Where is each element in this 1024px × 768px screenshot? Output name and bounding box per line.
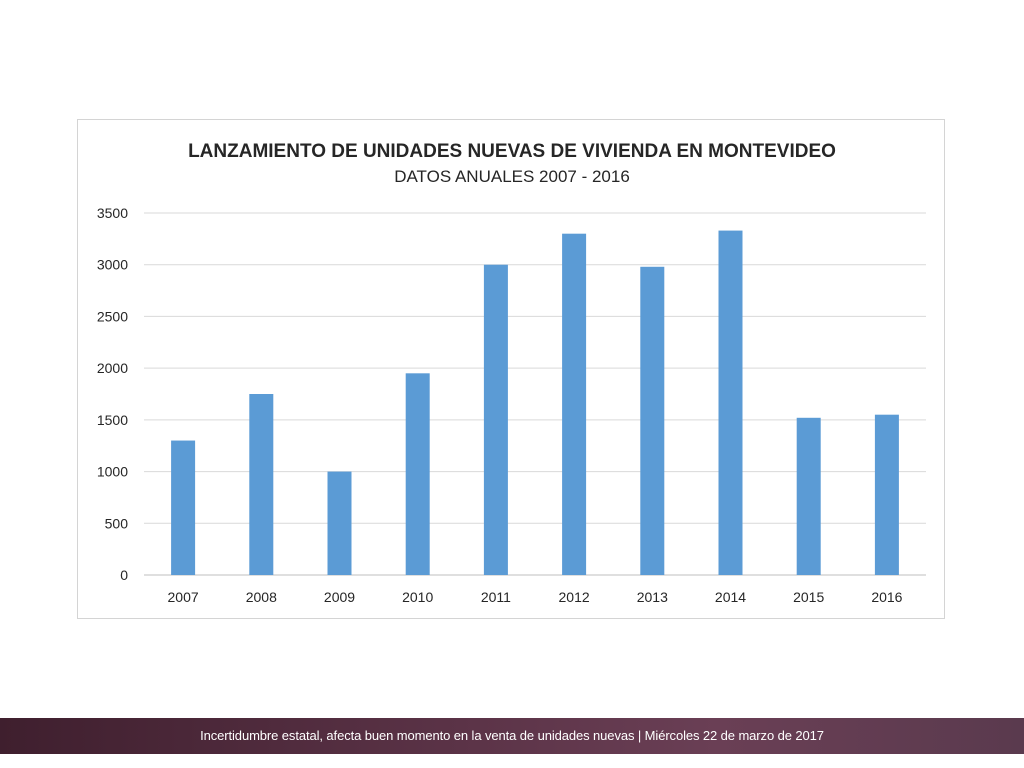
chart-frame: LANZAMIENTO DE UNIDADES NUEVAS DE VIVIEN… bbox=[77, 119, 945, 619]
x-tick-label: 2014 bbox=[715, 589, 746, 605]
x-tick-label: 2009 bbox=[324, 589, 355, 605]
bar-2012 bbox=[562, 233, 587, 575]
gridlines bbox=[144, 212, 926, 576]
bar-2015 bbox=[796, 417, 821, 575]
bar-2007 bbox=[171, 440, 196, 575]
y-axis-ticks: 0 500 1000 1500 2000 2500 3000 3500 bbox=[97, 205, 128, 583]
x-tick-label: 2007 bbox=[168, 589, 199, 605]
y-tick-label: 2000 bbox=[97, 360, 128, 376]
y-tick-label: 2500 bbox=[97, 308, 128, 324]
x-tick-label: 2015 bbox=[793, 589, 824, 605]
x-tick-label: 2012 bbox=[559, 589, 590, 605]
bar-2016 bbox=[874, 414, 899, 575]
bar-chart: LANZAMIENTO DE UNIDADES NUEVAS DE VIVIEN… bbox=[97, 141, 926, 605]
x-axis-ticks: 2007 2008 2009 2010 2011 2012 2013 2014 2015 2016 bbox=[168, 589, 903, 605]
y-tick-label: 500 bbox=[105, 515, 129, 531]
chart-title: LANZAMIENTO DE UNIDADES NUEVAS DE VIVIEN… bbox=[188, 141, 836, 162]
x-tick-label: 2013 bbox=[637, 589, 668, 605]
bar-2008 bbox=[249, 394, 274, 575]
y-tick-label: 0 bbox=[120, 567, 128, 583]
bar-2009 bbox=[327, 471, 352, 575]
y-tick-label: 1500 bbox=[97, 412, 128, 428]
bars bbox=[171, 230, 899, 575]
x-tick-label: 2010 bbox=[402, 589, 433, 605]
y-tick-label: 3000 bbox=[97, 257, 128, 273]
footer-caption: Incertidumbre estatal, afecta buen momen… bbox=[200, 728, 824, 743]
x-tick-label: 2016 bbox=[871, 589, 902, 605]
bar-2010 bbox=[405, 373, 430, 575]
x-tick-label: 2008 bbox=[246, 589, 277, 605]
y-tick-label: 1000 bbox=[97, 464, 128, 480]
bar-2011 bbox=[483, 264, 508, 575]
bar-2014 bbox=[718, 230, 743, 575]
footer-bar: Incertidumbre estatal, afecta buen momen… bbox=[0, 718, 1024, 754]
chart-subtitle: DATOS ANUALES 2007 - 2016 bbox=[394, 167, 630, 186]
bar-2013 bbox=[640, 266, 665, 575]
x-tick-label: 2011 bbox=[481, 589, 511, 605]
y-tick-label: 3500 bbox=[97, 205, 128, 221]
